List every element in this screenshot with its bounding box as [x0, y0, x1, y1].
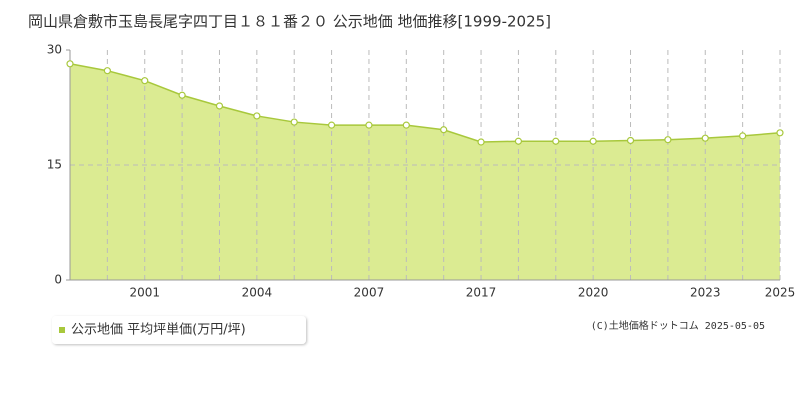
point	[253, 112, 261, 120]
x-tick-label: 2017	[466, 286, 497, 300]
area	[70, 63, 780, 280]
point	[589, 137, 597, 145]
point	[701, 134, 709, 142]
x-tick-label: 2020	[578, 286, 609, 300]
x-tick-label: 2023	[690, 286, 721, 300]
point	[477, 138, 485, 146]
chart-title: 岡山県倉敷市玉島長尾字四丁目１８１番２０ 公示地価 地価推移[1999-2025…	[28, 13, 551, 31]
point	[103, 67, 111, 75]
x-tick-label: 2025	[765, 286, 796, 300]
point	[776, 129, 784, 137]
point	[739, 132, 747, 140]
y-tick-label: 15	[47, 158, 62, 172]
legend-swatch	[59, 327, 65, 333]
point	[66, 60, 74, 68]
legend-box	[52, 316, 306, 344]
y-tick-label: 30	[47, 43, 62, 57]
point	[440, 126, 448, 134]
point	[178, 91, 186, 99]
point	[290, 118, 298, 126]
point	[552, 137, 560, 145]
x-tick-label: 2004	[242, 286, 273, 300]
line	[69, 63, 781, 143]
footer: (C)土地価格ドットコム 2025-05-05	[591, 319, 765, 332]
point	[327, 121, 336, 129]
y-tick-label: 0	[54, 273, 62, 287]
point	[514, 137, 523, 145]
point	[215, 102, 224, 110]
point	[664, 136, 672, 144]
point	[402, 121, 410, 129]
point	[626, 136, 635, 145]
point	[365, 121, 373, 129]
legend-label: 公示地価 平均坪単価(万円/坪)	[71, 322, 246, 338]
x-tick-label: 2007	[354, 286, 385, 300]
point	[141, 77, 149, 85]
x-tick-label: 2001	[129, 286, 160, 300]
